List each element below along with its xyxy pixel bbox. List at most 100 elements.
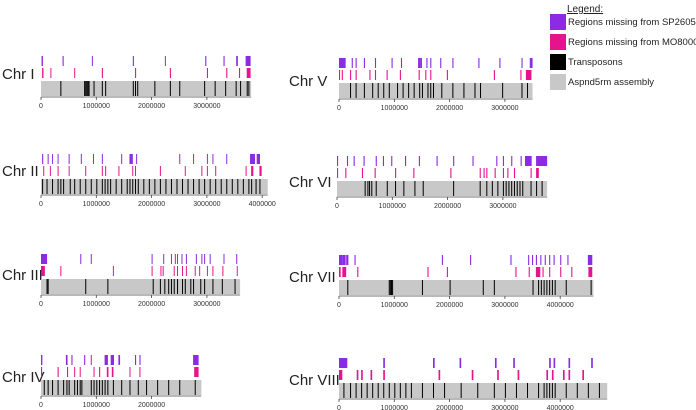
chr-v-mo-missing-12 bbox=[493, 70, 495, 80]
chr-v-tick-label-1: 1000000 bbox=[381, 105, 408, 112]
chr-iv-sp-missing-5 bbox=[104, 355, 108, 365]
legend-swatch-mo800069 bbox=[550, 34, 566, 50]
chr-v-sp-missing-15 bbox=[521, 58, 523, 68]
chr-ii-transposon-10 bbox=[90, 179, 92, 194]
chr-v-mo-missing-10 bbox=[430, 70, 432, 80]
chr-i-assembly-bar bbox=[41, 81, 252, 96]
chr-iv-sp-missing-4 bbox=[90, 355, 92, 365]
chr-vi-transposon-17 bbox=[508, 181, 510, 196]
chr-iii-label: Chr III bbox=[2, 267, 43, 284]
chr-iii-transposon-10 bbox=[177, 279, 179, 294]
chr-i-mo-missing-1 bbox=[50, 68, 52, 78]
chr-ii-transposon-11 bbox=[96, 179, 98, 194]
chr-v-transposon-17 bbox=[452, 83, 454, 98]
chr-iv-transposon-14 bbox=[99, 380, 101, 395]
chr-vii-transposon-17 bbox=[565, 280, 567, 295]
chr-vi-transposon-19 bbox=[513, 181, 515, 196]
chr-viii-tick-label-4: 4000000 bbox=[547, 405, 574, 410]
chr-ii-mo-missing-7 bbox=[118, 166, 120, 176]
chr-vii-mo-missing-3 bbox=[427, 267, 429, 277]
chr-i-mo-missing-7 bbox=[226, 68, 228, 78]
chr-vi-tick-label-3: 3000000 bbox=[489, 203, 516, 210]
chr-i-transposon-1 bbox=[84, 81, 86, 96]
chr-iii-transposon-19 bbox=[234, 279, 236, 294]
chr-i-transposon-7 bbox=[101, 81, 103, 96]
chr-iv-sp-missing-1 bbox=[65, 355, 68, 365]
chr-i-sp-missing-4 bbox=[164, 56, 166, 66]
chr-iii-transposon-16 bbox=[204, 279, 206, 294]
chr-iv-transposon-3 bbox=[57, 380, 59, 395]
chr-i-sp-missing-5 bbox=[205, 56, 207, 66]
chr-vii-transposon-7 bbox=[482, 280, 484, 295]
chr-ii-transposon-4 bbox=[60, 179, 62, 194]
chr-viii-tick-label-2: 2000000 bbox=[436, 405, 463, 410]
chr-ii-transposon-45 bbox=[259, 179, 261, 194]
chr-ii-transposon-23 bbox=[143, 179, 145, 194]
chr-vii-mo-missing-6 bbox=[528, 267, 530, 277]
chr-vii-transposon-13 bbox=[546, 280, 548, 295]
chr-ii-assembly-bar bbox=[41, 179, 268, 194]
chr-iv-transposon-26 bbox=[194, 380, 196, 395]
chr-viii-transposon-21 bbox=[527, 383, 529, 398]
chr-iii-mo-missing-1 bbox=[60, 266, 62, 276]
chr-ii-tick-label-4: 4000000 bbox=[249, 201, 276, 208]
chr-iv-mo-missing-7 bbox=[106, 367, 109, 377]
chr-vii-transposon-16 bbox=[554, 280, 556, 295]
chr-vii-sp-missing-9 bbox=[535, 255, 537, 265]
chr-vi-sp-missing-7 bbox=[405, 156, 407, 166]
chr-v-sp-missing-1 bbox=[351, 58, 353, 68]
chr-vii-sp-missing-3 bbox=[354, 255, 356, 265]
chr-viii-sp-missing-2 bbox=[433, 358, 435, 368]
chr-vi-transposon-4 bbox=[375, 181, 377, 196]
chr-viii-sp-missing-9 bbox=[591, 358, 593, 368]
chr-v-sp-missing-8 bbox=[420, 58, 422, 68]
chr-vii-transposon-15 bbox=[551, 280, 553, 295]
chr-ii-transposon-25 bbox=[154, 179, 156, 194]
chr-v-tick-label-0: 0 bbox=[337, 105, 341, 112]
chr-iv-transposon-5 bbox=[66, 380, 68, 395]
chr-iii-sp-missing-10 bbox=[195, 254, 197, 264]
chr-viii-track: Chr VIII 0 1000000 2000000 3000000 4000000 bbox=[289, 358, 608, 410]
chr-iv-transposon-12 bbox=[93, 380, 95, 395]
chr-viii-tick-label-3: 3000000 bbox=[491, 405, 518, 410]
chr-vii-transposon-10 bbox=[538, 280, 540, 295]
chr-iv-transposon-8 bbox=[76, 380, 78, 395]
chr-iii-transposon-18 bbox=[221, 279, 223, 294]
chr-i-transposon-10 bbox=[135, 81, 137, 96]
chr-iv-transposon-15 bbox=[101, 380, 103, 395]
chr-ii-sp-missing-3 bbox=[57, 154, 59, 164]
chr-iii-sp-missing-9 bbox=[185, 254, 187, 264]
chr-iv-mo-missing-11 bbox=[194, 367, 199, 377]
chr-viii-sp-missing-5 bbox=[513, 358, 515, 368]
chr-iv-tick-label-2: 2000000 bbox=[138, 402, 165, 409]
chr-iii-sp-missing-3 bbox=[151, 254, 153, 264]
chr-vi-sp-missing-8 bbox=[418, 156, 420, 166]
chr-viii-transposon-0 bbox=[343, 383, 345, 398]
chr-iii-transposon-2 bbox=[85, 279, 87, 294]
chr-vii-transposon-5 bbox=[421, 280, 423, 295]
chr-i-transposon-9 bbox=[132, 81, 134, 96]
chr-iii-transposon-14 bbox=[193, 279, 195, 294]
chr-i-mo-missing-5 bbox=[169, 68, 171, 78]
chr-ii-sp-missing-16 bbox=[250, 154, 256, 164]
chr-vi-sp-missing-9 bbox=[436, 156, 438, 166]
chr-viii-sp-missing-4 bbox=[494, 358, 497, 368]
legend-swatch-sp260548 bbox=[550, 14, 566, 30]
chr-vi-tick-label-0: 0 bbox=[335, 203, 339, 210]
chr-iii-transposon-6 bbox=[164, 279, 166, 294]
chr-ii-transposon-30 bbox=[182, 179, 184, 194]
chr-vi-sp-missing-16 bbox=[525, 156, 532, 166]
chr-vi-transposon-16 bbox=[505, 181, 507, 196]
chr-ii-transposon-0 bbox=[42, 179, 44, 194]
chr-vii-mo-missing-5 bbox=[515, 267, 517, 277]
chr-iii-mo-missing-12 bbox=[206, 266, 208, 276]
chr-ii-mo-missing-16 bbox=[251, 166, 254, 176]
chr-ii-transposon-9 bbox=[85, 179, 87, 194]
chr-viii-mo-missing-4 bbox=[383, 370, 385, 380]
chr-viii-transposon-17 bbox=[477, 383, 479, 398]
chr-i-sp-missing-1 bbox=[62, 56, 64, 66]
chr-vi-mo-missing-6 bbox=[450, 168, 452, 178]
chr-v-sp-missing-4 bbox=[374, 58, 377, 68]
chr-iii-sp-missing-7 bbox=[177, 254, 179, 264]
